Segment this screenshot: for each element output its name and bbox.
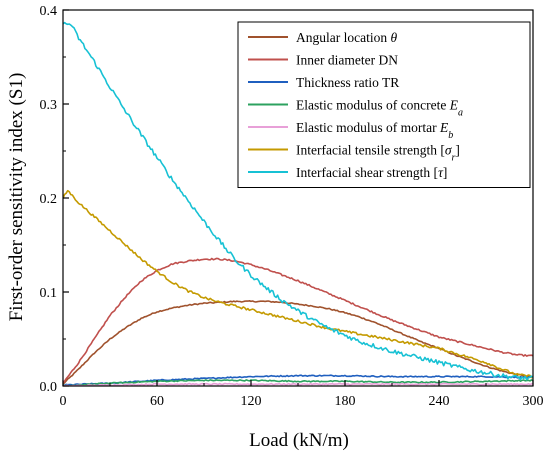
series-line-interfacial-shear-strength [63, 21, 533, 381]
legend-label-part: θ [390, 30, 397, 45]
legend-label: Interfacial tensile strength [σr] [296, 143, 460, 164]
legend-label-part: Elastic modulus of mortar [296, 120, 440, 135]
x-tick-label: 60 [150, 394, 164, 409]
legend-label: Elastic modulus of concrete Ea [296, 98, 463, 119]
x-tick-label: 0 [60, 394, 67, 409]
legend-item-interfacial-shear-strength: Interfacial shear strength [τ] [248, 165, 447, 180]
legend-label: Thickness ratio TR [296, 75, 399, 90]
legend-item-elastic-modulus-of-concrete-ea: Elastic modulus of concrete Ea [248, 98, 463, 119]
legend-label-part: Elastic modulus of concrete [296, 98, 450, 113]
x-tick-label: 120 [241, 394, 262, 409]
legend-label-part: ] [443, 165, 448, 180]
x-tick-label: 240 [429, 394, 450, 409]
series-line-inner-diameter-dn [63, 257, 533, 384]
legend-label-part: σ [445, 143, 453, 158]
legend-label-part: E [439, 120, 449, 135]
legend-item-angular-location: Angular location θ [248, 30, 397, 45]
legend-label-part: E [449, 98, 459, 113]
series-line-interfacial-tensile-strength-r [63, 189, 533, 379]
legend-label-part: Angular location [296, 30, 390, 45]
x-axis-title: Load (kN/m) [249, 430, 349, 451]
legend-label-part: τ [438, 165, 444, 180]
legend-item-inner-diameter-dn: Inner diameter DN [248, 53, 398, 68]
legend-item-thickness-ratio-tr: Thickness ratio TR [248, 75, 399, 90]
legend-label: Elastic modulus of mortar Eb [296, 120, 453, 141]
legend-label-part: b [448, 130, 453, 141]
y-tick-label: 0.2 [40, 192, 58, 207]
y-tick-label: 0.0 [40, 380, 58, 395]
series-line-elastic-modulus-of-concrete-ea [63, 379, 533, 386]
legend-label-part: ] [455, 143, 460, 158]
legend-label-part: a [458, 107, 463, 118]
y-tick-label: 0.1 [40, 286, 58, 301]
legend-label-part: r [451, 152, 455, 163]
legend-label: Interfacial shear strength [τ] [296, 165, 447, 180]
legend-label-part: Thickness ratio TR [296, 75, 399, 90]
legend-label-part: Interfacial tensile strength [ [296, 143, 445, 158]
legend-label: Angular location θ [296, 30, 397, 45]
legend-label: Inner diameter DN [296, 53, 398, 68]
y-tick-label: 0.3 [40, 98, 58, 113]
legend-label-part: Interfacial shear strength [ [296, 165, 439, 180]
legend: Angular location θ Inner diameter DN Thick… [237, 21, 531, 188]
x-tick-label: 300 [523, 394, 544, 409]
y-tick-label: 0.4 [40, 4, 58, 19]
legend-label-part: Inner diameter DN [296, 53, 398, 68]
legend-item-interfacial-tensile-strength-r: Interfacial tensile strength [σr] [248, 143, 460, 164]
x-tick-label: 180 [335, 394, 356, 409]
y-axis-title: First-order sensitivity index (S1) [6, 73, 27, 322]
axes: 0 60 120 180 240 300 0.0 0.1 0.2 0.3 0.4 [40, 4, 544, 409]
legend-item-elastic-modulus-of-mortar-eb: Elastic modulus of mortar Eb [248, 120, 453, 141]
